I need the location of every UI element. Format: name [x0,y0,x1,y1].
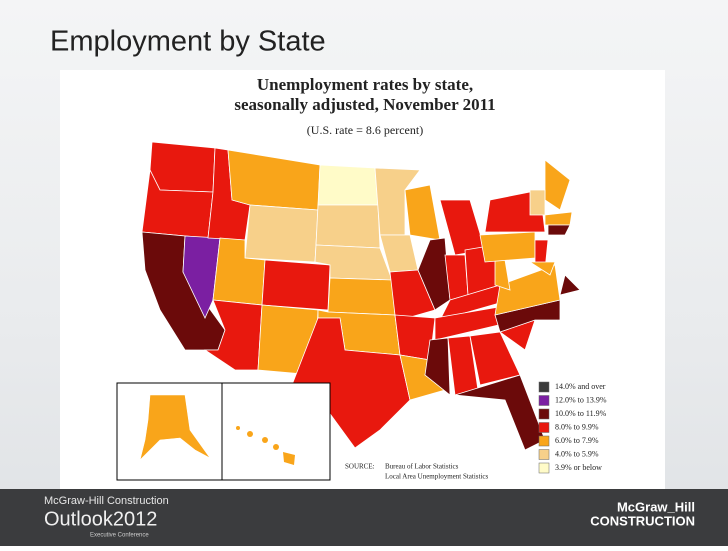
legend-swatch [538,449,550,460]
map-title: Unemployment rates by state, [257,75,473,94]
footer-event-sub: Executive Conference [90,533,149,539]
footer-event: Outlook2012 [44,508,157,530]
legend-swatch [538,408,550,420]
legend-swatch [538,422,550,433]
legend-label: 4.0% to 5.9% [555,449,599,458]
legend: 14.0% and over 12.0% to 13.9% 10.0% to 11.… [538,381,607,474]
footer-bar [0,489,728,546]
source-text: Local Area Unemployment Statistics [385,473,489,481]
legend-label: 8.0% to 9.9% [555,422,599,431]
legend-label: 12.0% to 13.9% [555,395,607,404]
legend-label: 6.0% to 7.9% [555,436,599,445]
footer-brand: McGraw-Hill Construction [44,495,169,507]
insets [116,382,331,481]
legend-label: 14.0% and over [555,382,606,391]
map-subtitle: (U.S. rate = 8.6 percent) [307,123,423,137]
legend-label: 3.9% or below [555,463,602,472]
map-title: seasonally adjusted, November 2011 [234,95,495,114]
legend-swatch [538,462,550,474]
logo-bottom: CONSTRUCTION [590,513,695,528]
legend-swatch [538,381,550,393]
logo-top: McGraw_Hill [617,499,695,514]
source-label: SOURCE: [345,463,375,471]
legend-label: 10.0% to 11.9% [555,409,607,418]
legend-swatch [538,435,550,447]
source-text: Bureau of Labor Statistics [385,463,459,471]
legend-swatch [538,395,550,406]
state-map [141,141,581,451]
slide-title: Employment by State [50,26,326,58]
